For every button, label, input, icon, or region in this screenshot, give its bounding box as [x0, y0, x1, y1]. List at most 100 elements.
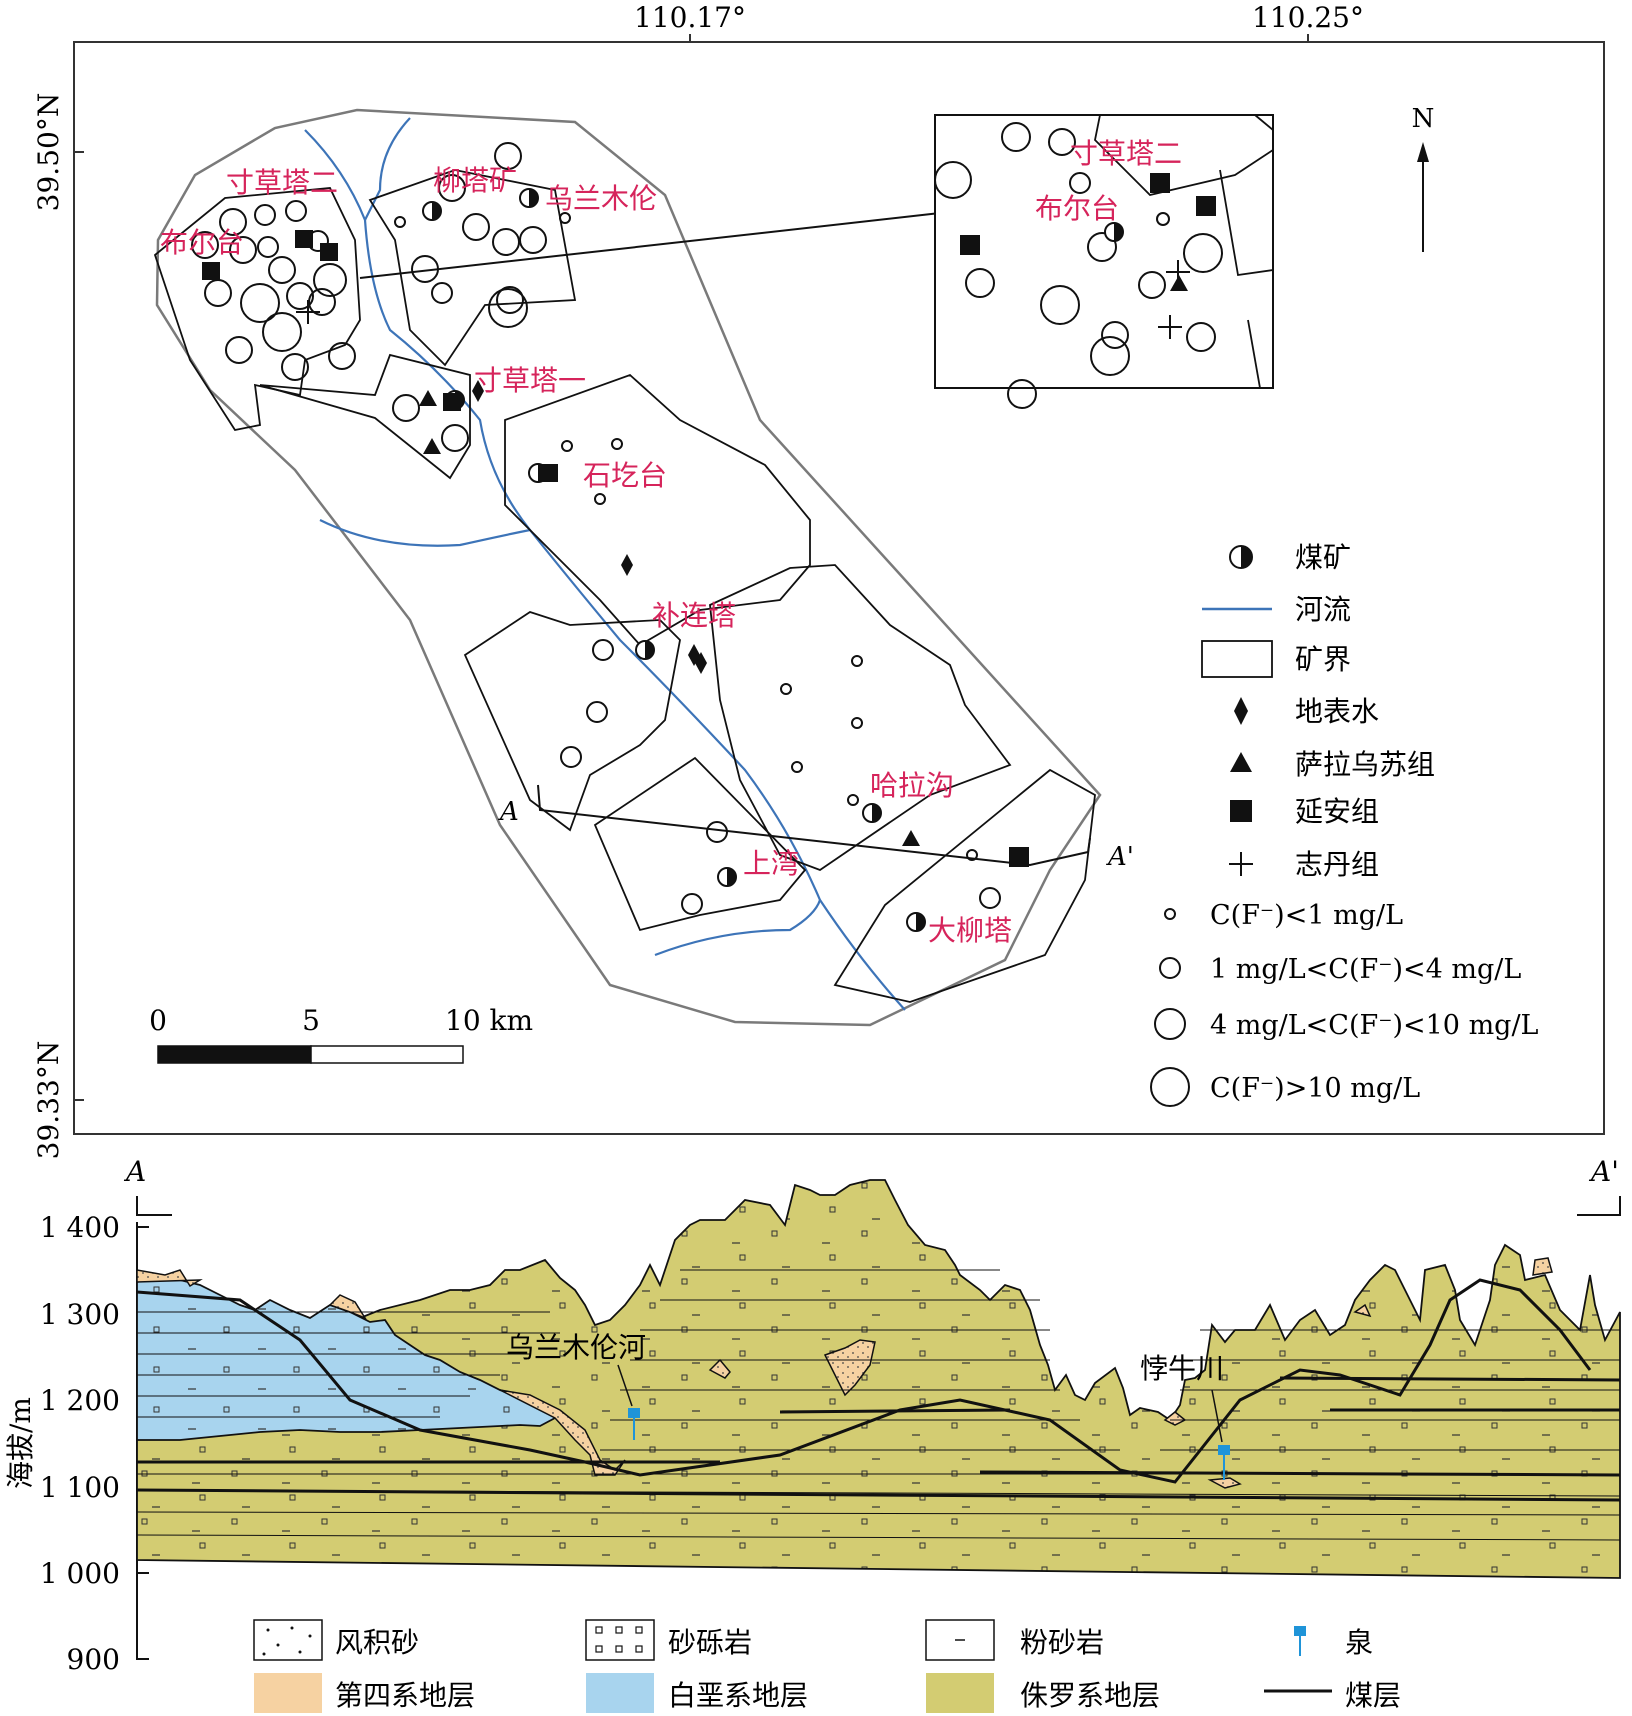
legend-label: 煤矿 [1295, 541, 1351, 574]
section-end-label-a-prime: A' [1588, 1155, 1619, 1188]
legend-f-class3-symbol [1154, 1008, 1186, 1040]
f-sample [257, 236, 279, 258]
f-sample [586, 701, 608, 723]
f-sample [281, 353, 309, 381]
f-sample [611, 438, 623, 450]
legend-quaternary-symbol [254, 1673, 322, 1713]
place-label: 石圪台 [583, 459, 667, 492]
quaternary-deposit [136, 1269, 203, 1288]
legend-surface-water-symbol [1234, 697, 1248, 725]
place-label: 乌兰木伦 [545, 182, 657, 215]
legend-zhidan-symbol [1229, 852, 1253, 876]
coal-seam [779, 1408, 1011, 1414]
legend-label: 地表水 [1295, 695, 1379, 728]
y-tick-label: 1 200 [40, 1384, 120, 1417]
f-sample [438, 174, 466, 202]
f-sample [219, 208, 247, 236]
f-sample [1090, 336, 1130, 376]
river-branch [654, 899, 822, 957]
f-sample [262, 312, 302, 352]
yanan-sample [202, 262, 220, 280]
coal-mine-marker [635, 640, 655, 660]
coal-mine-marker [906, 912, 926, 932]
inset-fluoride-samples [934, 122, 1223, 409]
f-sample [254, 204, 276, 226]
place-label: 哈拉沟 [870, 769, 954, 802]
legend-label: C(F⁻)>10 mg/L [1210, 1073, 1420, 1104]
f-sample [462, 213, 490, 241]
surface-water-sample [695, 652, 707, 674]
yanan-sample [1009, 847, 1029, 867]
f-sample [488, 288, 528, 328]
scale-bar: 0 5 10 km [149, 1004, 533, 1064]
zhidan-samples [296, 300, 320, 324]
yanan-sample [540, 464, 558, 482]
surface-water-sample [472, 380, 484, 402]
place-label: 大柳塔 [928, 914, 1012, 947]
f-sample [1087, 232, 1117, 262]
springs [628, 1408, 1230, 1480]
legend-mine-boundary-symbol [1201, 640, 1273, 678]
coal-seam [136, 1488, 1621, 1502]
bedding-lines [136, 1269, 1621, 1541]
yanan-sample [1150, 173, 1170, 193]
legend-label: 风积砂 [335, 1626, 419, 1659]
f-sample [1183, 233, 1223, 273]
mine-boundary [259, 353, 471, 480]
f-sample [791, 761, 803, 773]
quaternary-deposit [708, 1358, 731, 1379]
legend-f-class1-symbol [1164, 908, 1176, 920]
f-sample [494, 142, 522, 170]
yanan-sample [443, 393, 461, 411]
coal-mine-marker [519, 188, 539, 208]
f-sample [441, 424, 469, 452]
f-sample [286, 282, 314, 310]
section-bracket [136, 1196, 172, 1216]
legend-label: 萨拉乌苏组 [1295, 748, 1435, 781]
coal-mine-marker [717, 867, 737, 887]
f-sample [394, 216, 406, 228]
f-sample [519, 226, 547, 254]
f-sample [594, 493, 606, 505]
salawusu-sample [423, 438, 441, 454]
yanan-sample [320, 243, 338, 261]
yanan-sample [1196, 196, 1216, 216]
north-label: N [1412, 104, 1435, 134]
f-sample [979, 887, 1001, 909]
place-label: 上湾 [743, 847, 799, 880]
f-sample [240, 283, 280, 323]
yanan-sample [960, 235, 980, 255]
y-tick-label: 1 300 [40, 1298, 120, 1331]
f-sample [229, 236, 257, 264]
section-end-label-a: A [123, 1155, 146, 1188]
mine-boundary [709, 564, 1012, 872]
section-line [537, 784, 1091, 867]
river-label: 悖牛川 [1140, 1352, 1224, 1385]
coal-seam [1279, 1376, 1621, 1382]
coal-seams [136, 1278, 1621, 1502]
f-sample [934, 161, 972, 199]
mine-boundary [504, 373, 811, 647]
legend-label: 侏罗系地层 [1020, 1679, 1160, 1712]
salawusu-samples [419, 390, 920, 846]
f-sample [1069, 172, 1091, 194]
f-sample [225, 336, 253, 364]
inset-boundaries [1094, 114, 1274, 389]
f-sample [847, 794, 859, 806]
y-tick-label: 1 000 [40, 1557, 120, 1590]
salawusu-sample [902, 830, 920, 846]
inset-map: 寸草塔二 布尔台 [934, 114, 1274, 409]
spring-marker [628, 1408, 640, 1418]
legend-coal-mine-symbol [1229, 545, 1253, 569]
legend-label: C(F⁻)<1 mg/L [1210, 900, 1403, 931]
yanan-sample [295, 230, 313, 248]
f-sample [1007, 379, 1037, 409]
spring-marker [1218, 1445, 1230, 1455]
legend-label: 粉砂岩 [1020, 1626, 1104, 1659]
inset-place-label: 布尔台 [1035, 192, 1119, 225]
f-sample [851, 717, 863, 729]
f-sample [780, 683, 792, 695]
f-sample [313, 263, 347, 297]
legend-label: 砂砾岩 [668, 1626, 752, 1659]
f-sample [1101, 321, 1129, 349]
